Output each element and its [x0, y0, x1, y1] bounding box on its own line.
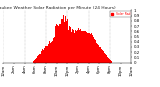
Legend: Solar Rad: Solar Rad: [110, 11, 131, 17]
Title: Milwaukee Weather Solar Radiation per Minute (24 Hours): Milwaukee Weather Solar Radiation per Mi…: [0, 6, 115, 10]
